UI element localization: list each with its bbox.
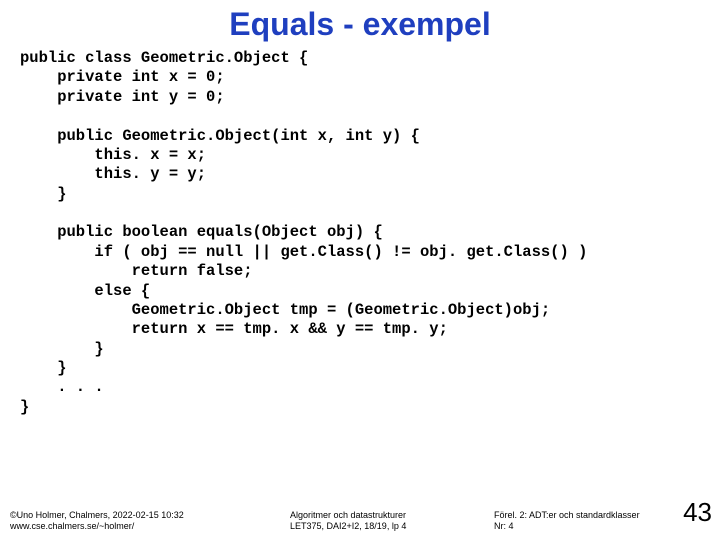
- footer-center: Algoritmer och datastrukturer LET375, DA…: [290, 510, 490, 532]
- footer-right-line1: Förel. 2: ADT:er och standardklasser: [494, 510, 674, 521]
- footer-left-line1: ©Uno Holmer, Chalmers, 2022-02-15 10:32: [10, 510, 230, 521]
- footer-right-line2: Nr: 4: [494, 521, 674, 532]
- code-block: public class Geometric.Object { private …: [0, 49, 720, 417]
- footer-left-line2: www.cse.chalmers.se/~holmer/: [10, 521, 230, 532]
- slide-title: Equals - exempel: [0, 0, 720, 49]
- footer-center-line2: LET375, DAI2+I2, 18/19, lp 4: [290, 521, 490, 532]
- footer-center-line1: Algoritmer och datastrukturer: [290, 510, 490, 521]
- footer-left: ©Uno Holmer, Chalmers, 2022-02-15 10:32 …: [10, 510, 230, 532]
- slide: Equals - exempel public class Geometric.…: [0, 0, 720, 540]
- footer-right: Förel. 2: ADT:er och standardklasser Nr:…: [494, 510, 674, 532]
- page-number: 43: [683, 497, 712, 528]
